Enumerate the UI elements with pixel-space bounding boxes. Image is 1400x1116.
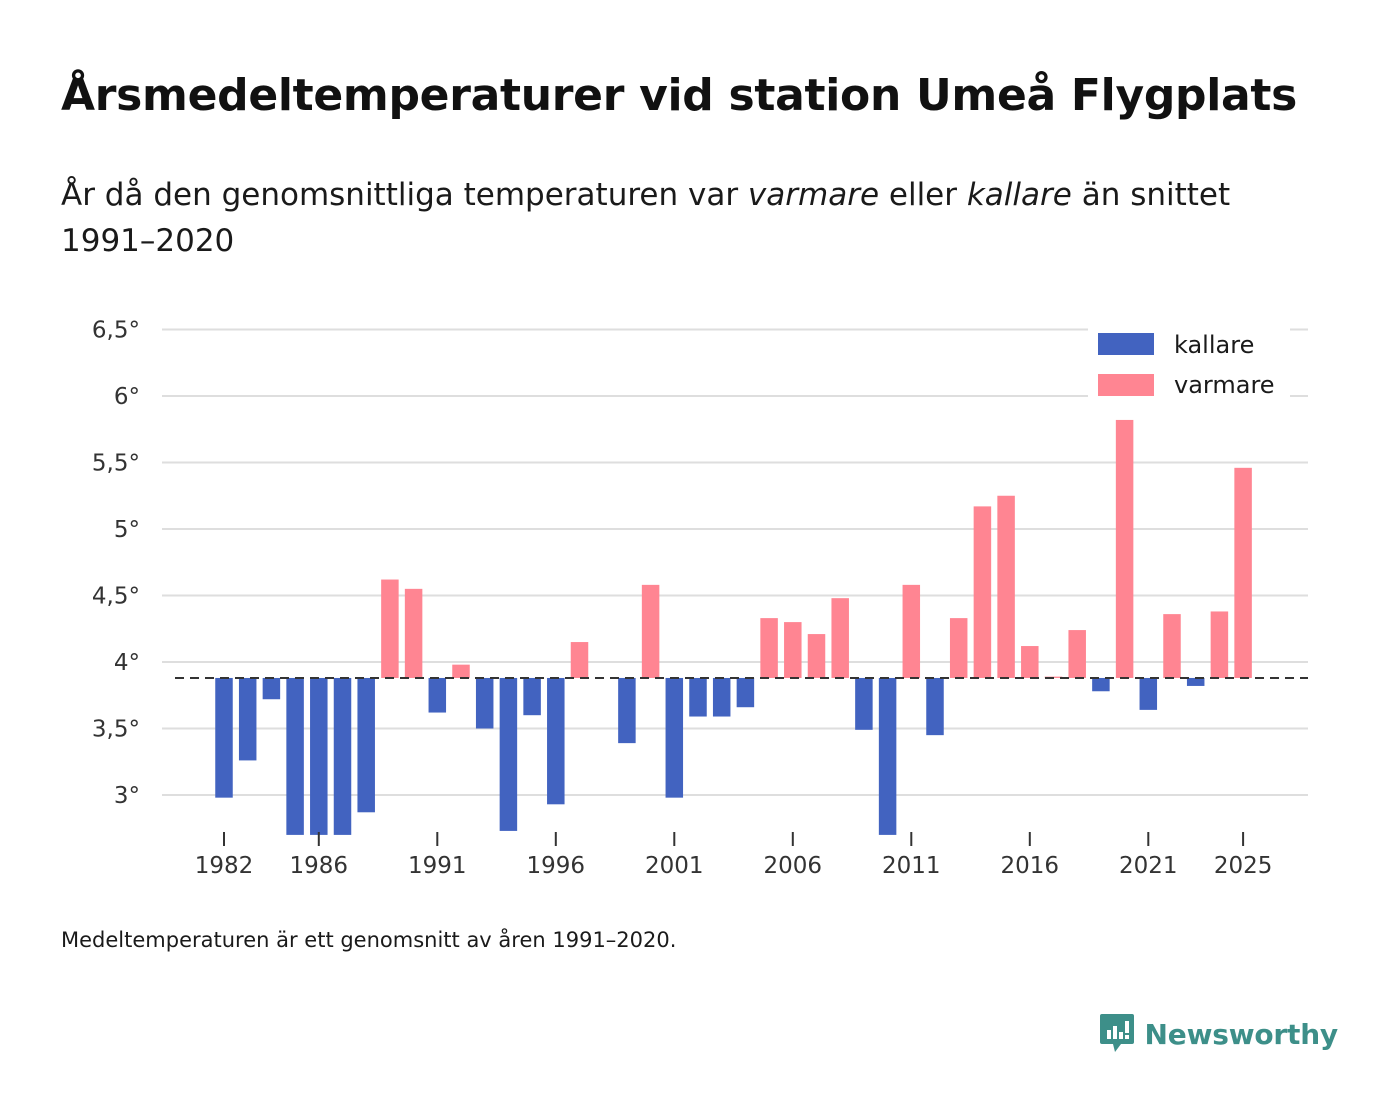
bar-2019 <box>1092 677 1110 692</box>
bar-1993 <box>475 677 494 729</box>
bar-2009 <box>855 677 873 730</box>
bar-1988 <box>357 677 375 813</box>
x-tick-label: 2021 <box>1119 853 1178 879</box>
y-tick-label: 4,5° <box>92 584 140 610</box>
legend-label-kallare: kallare <box>1174 331 1254 359</box>
bar-2006 <box>784 622 802 678</box>
bars <box>215 419 1252 835</box>
bar-1996 <box>547 677 565 805</box>
bar-1990 <box>404 588 423 678</box>
bar-2005 <box>760 618 778 678</box>
bar-2001 <box>665 677 684 798</box>
x-tick-label: 1991 <box>408 853 467 879</box>
bar-1986 <box>310 677 328 835</box>
legend: kallare varmare <box>1088 322 1290 400</box>
bar-2012 <box>926 677 944 736</box>
newsworthy-logo-icon <box>1099 1014 1134 1052</box>
bar-2003 <box>712 677 731 717</box>
legend-swatch-kallare <box>1098 333 1154 355</box>
bar-1985 <box>286 677 304 835</box>
bar-2022 <box>1163 614 1181 678</box>
bar-2004 <box>736 677 755 708</box>
bar-1984 <box>262 677 281 700</box>
y-tick-label: 4° <box>114 650 140 676</box>
bar-2008 <box>831 598 849 678</box>
bar-1989 <box>381 579 399 678</box>
x-tick-label: 1982 <box>195 853 254 879</box>
bar-2013 <box>949 618 968 678</box>
x-tick-label: 1986 <box>290 853 349 879</box>
bar-2018 <box>1068 630 1086 678</box>
x-tick-label: 2025 <box>1214 853 1273 879</box>
subtitle-text-1: År då den genomsnittliga temperaturen va… <box>61 177 748 213</box>
x-tick-label: 2006 <box>764 853 823 879</box>
bar-2010 <box>878 677 897 835</box>
bar-1991 <box>428 677 447 713</box>
x-tick-label: 1996 <box>527 853 586 879</box>
bar-2014 <box>973 506 992 678</box>
bar-2002 <box>689 677 707 717</box>
chart-title: Årsmedeltemperaturer vid station Umeå Fl… <box>61 70 1298 121</box>
y-axis-labels: 3° 3,5° 4° 4,5° 5° 5,5° 6° 6,5° <box>92 318 140 810</box>
bar-2016 <box>1021 646 1039 678</box>
bar-2000 <box>641 584 660 678</box>
bar-2007 <box>807 634 826 678</box>
bar-1992 <box>452 664 470 678</box>
subtitle-text-2: eller <box>879 177 967 213</box>
bar-2021 <box>1139 677 1158 710</box>
y-tick-label: 6,5° <box>92 318 140 344</box>
legend-label-varmare: varmare <box>1174 371 1275 399</box>
bar-1982 <box>215 677 233 798</box>
y-tick-label: 3° <box>114 783 140 809</box>
y-tick-label: 5° <box>114 517 140 543</box>
bar-1994 <box>499 677 518 831</box>
legend-swatch-varmare <box>1098 374 1154 396</box>
newsworthy-logo-text: Newsworthy <box>1144 1017 1339 1051</box>
bar-2024 <box>1210 611 1229 678</box>
newsworthy-logo: Newsworthy <box>1099 1012 1338 1056</box>
y-tick-label: 5,5° <box>92 451 140 477</box>
bar-2023 <box>1186 677 1205 686</box>
bar-1995 <box>523 677 541 716</box>
x-axis: 1982 1986 1991 1996 2001 2006 2011 2016 2021 2025 <box>195 832 1273 879</box>
subtitle-emphasis-colder: kallare <box>966 177 1072 213</box>
bar-1999 <box>618 677 636 744</box>
y-tick-label: 6° <box>114 384 140 410</box>
bar-2020 <box>1115 419 1134 678</box>
x-tick-label: 2011 <box>882 853 941 879</box>
bar-1997 <box>570 642 589 678</box>
subtitle-emphasis-warmer: varmare <box>747 177 880 213</box>
chart-subtitle: År då den genomsnittliga temperaturen va… <box>61 172 1301 264</box>
bar-1987 <box>333 677 352 835</box>
footnote: Medeltemperaturen är ett genomsnitt av å… <box>61 928 677 952</box>
bar-2015 <box>997 495 1015 678</box>
bar-2025 <box>1234 467 1252 678</box>
bar-1983 <box>238 677 257 761</box>
subtitle-text-3: än snittet 1991–2020 <box>61 177 1231 259</box>
bar-chart: 3° 3,5° 4° 4,5° 5° 5,5° 6° 6,5° 1982 1986 1991 199… <box>92 318 1308 879</box>
bar-2011 <box>902 584 921 678</box>
x-tick-label: 2016 <box>1001 853 1060 879</box>
y-tick-label: 3,5° <box>92 717 140 743</box>
x-tick-label: 2001 <box>645 853 704 879</box>
